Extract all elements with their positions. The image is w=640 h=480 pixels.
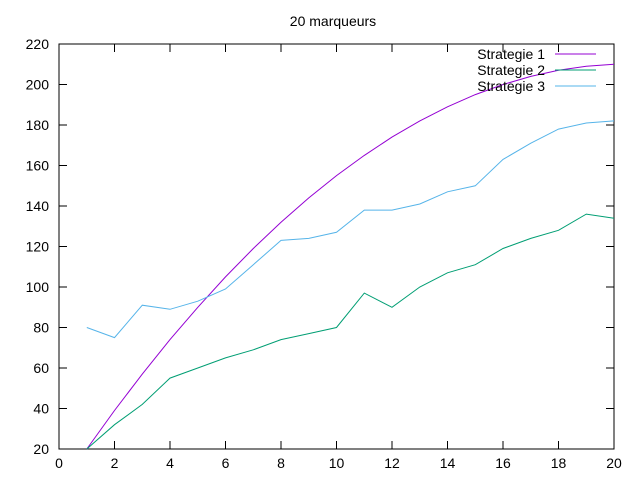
x-tick-label: 14 <box>440 455 456 471</box>
x-tick-label: 10 <box>329 455 345 471</box>
y-tick-label: 60 <box>33 360 49 376</box>
plot-axes: 0 2 4 6 8 10 12 14 16 18 20 20 40 60 80 100 120 140 160 180… <box>26 36 622 471</box>
x-tick-label: 8 <box>277 455 285 471</box>
x-tick-label: 4 <box>166 455 174 471</box>
y-tick-label: 120 <box>26 239 50 255</box>
y-tick-label: 220 <box>26 36 50 52</box>
y-tick-label: 20 <box>33 441 49 457</box>
y-tick-label: 80 <box>33 320 49 336</box>
chart-title: 20 marqueurs <box>290 13 376 29</box>
series-line-3 <box>86 120 615 339</box>
plot-border <box>58 43 615 450</box>
y-tick-label: 40 <box>33 401 49 417</box>
y-tick-label: 160 <box>26 158 50 174</box>
x-tick-label: 6 <box>222 455 230 471</box>
x-tick-label: 16 <box>495 455 511 471</box>
series-line-2 <box>86 213 615 450</box>
x-tick-label: 2 <box>111 455 119 471</box>
legend-label-2: Strategie 2 <box>477 62 545 78</box>
y-tick-label: 200 <box>26 77 50 93</box>
legend-label-1: Strategie 1 <box>477 46 545 62</box>
y-tick-label: 180 <box>26 117 50 133</box>
y-tick-label: 140 <box>26 198 50 214</box>
x-tick-label: 20 <box>606 455 622 471</box>
legend-label-3: Strategie 3 <box>477 78 545 94</box>
x-tick-label: 0 <box>55 455 63 471</box>
x-tick-label: 18 <box>551 455 567 471</box>
series-layer <box>86 63 615 450</box>
y-tick-label: 100 <box>26 279 50 295</box>
series-line-1 <box>86 63 615 450</box>
x-tick-label: 12 <box>384 455 400 471</box>
